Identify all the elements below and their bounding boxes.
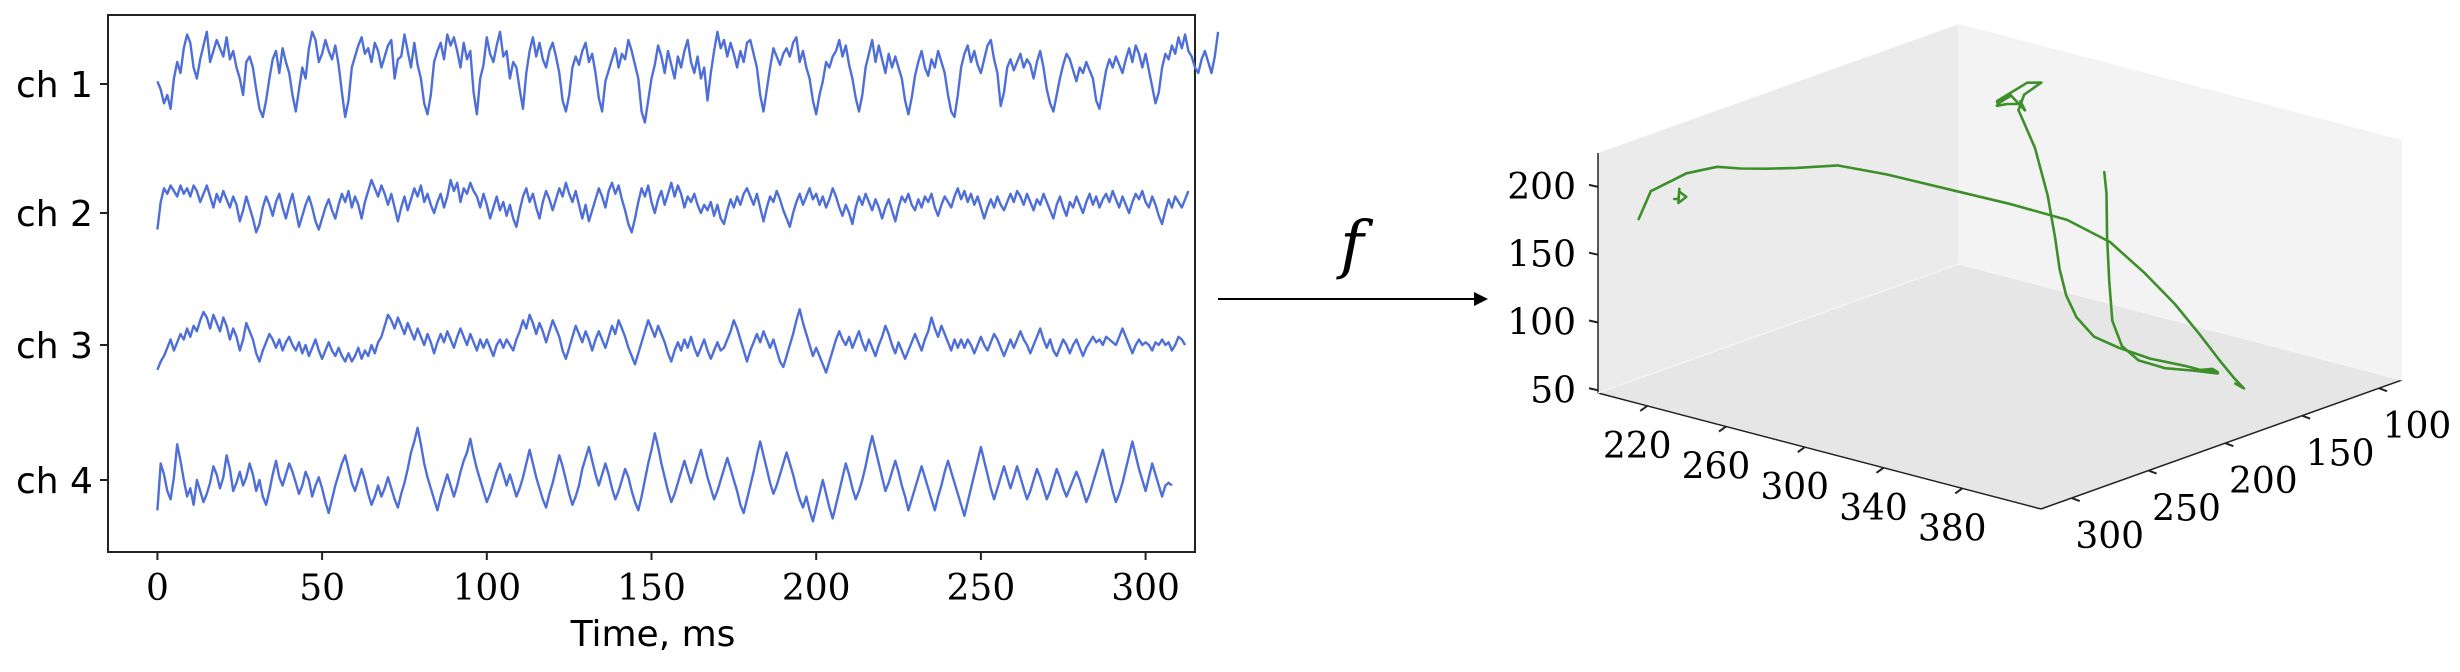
x-tick-mark — [1718, 425, 1727, 433]
channel-trace-2 — [156, 178, 1190, 234]
channel-trace-1 — [156, 30, 1220, 124]
y-tick-label: 300 — [2075, 516, 2144, 557]
z-tick-mark — [1588, 251, 1599, 256]
z-tick-label: 150 — [1507, 235, 1576, 276]
pane-edge — [1597, 263, 1960, 394]
z-tick-label: 200 — [1507, 167, 1576, 208]
z-tick-mark — [1588, 319, 1599, 324]
x-tick-mark — [1797, 446, 1806, 453]
y-tick-mark — [2301, 414, 2311, 420]
x-tick-mark — [1639, 405, 1648, 412]
x-tick-label: 200 — [782, 568, 851, 609]
trajectory-segment-3 — [2103, 170, 2219, 375]
y-tick-label: 150 — [2306, 434, 2375, 475]
y-tick-mark — [2148, 469, 2157, 475]
y-tick-mark — [2071, 497, 2081, 502]
x-tick-label: 150 — [617, 568, 686, 609]
trace-group — [156, 30, 1220, 523]
z-tick-label: 100 — [1507, 302, 1576, 343]
trajectory-segment-1 — [1637, 164, 2246, 390]
axis-line — [2040, 379, 2403, 510]
x-tick-label: 250 — [947, 568, 1016, 609]
channel-label: ch 2 — [16, 194, 93, 235]
channel-label-group: ch 1 ch 2 ch 3 ch 4 — [16, 65, 108, 502]
channel-label: ch 4 — [16, 461, 93, 502]
z-tick-mark — [1588, 387, 1599, 392]
y-tick-label: 200 — [2229, 461, 2298, 502]
trajectory-group — [1637, 81, 2246, 390]
x-tick-label: 260 — [1682, 447, 1751, 488]
channel-trace-4 — [156, 426, 1173, 523]
pane-edge — [1958, 263, 2403, 381]
x-tick-label: 50 — [299, 568, 345, 609]
channel-label: ch 1 — [16, 65, 93, 106]
arrow-head — [1474, 292, 1488, 306]
x-tick-label: 0 — [146, 568, 169, 609]
back-pane — [1598, 24, 1959, 393]
x-axis-label: Time, ms — [570, 614, 736, 655]
plot-frame — [107, 14, 1196, 553]
function-label: f — [1336, 208, 1374, 282]
x-tick-label: 100 — [452, 568, 521, 609]
axis-panes — [1597, 24, 2403, 510]
trajectory-segment-5 — [2017, 108, 2219, 374]
channel-label: ch 3 — [16, 326, 93, 367]
x-tick-label: 380 — [1918, 508, 1987, 549]
x-tick-label: 300 — [1111, 568, 1180, 609]
mapping-arrow: f — [1218, 208, 1488, 306]
trajectory-segment-4 — [1995, 81, 2043, 112]
x-tick-mark — [1954, 487, 1963, 495]
y-tick-mark — [2378, 387, 2388, 393]
eeg-channel-plot: 0 50 100 150 200 250 300 ch 1 ch 2 ch 3 ch 4 Time… — [16, 14, 1220, 655]
y-tick-mark — [2224, 442, 2234, 448]
trajectory-segment-2 — [1672, 187, 1688, 205]
y-tick-label: 100 — [2383, 406, 2452, 447]
x-tick-group: 0 50 100 150 200 250 300 — [146, 552, 1180, 609]
y-tick-label: 250 — [2152, 489, 2221, 530]
x-tick-label: 220 — [1603, 426, 1672, 467]
axis-line — [1597, 392, 2042, 510]
floor-pane — [1598, 264, 2402, 509]
z-tick-mark — [1588, 183, 1599, 188]
x-tick-label: 300 — [1760, 467, 1829, 508]
x-tick-mark — [1875, 466, 1885, 474]
x-tick-label: 340 — [1839, 488, 1908, 529]
z-tick-label: 50 — [1530, 370, 1576, 411]
channel-trace-3 — [156, 308, 1187, 374]
side-pane — [1959, 24, 2402, 380]
